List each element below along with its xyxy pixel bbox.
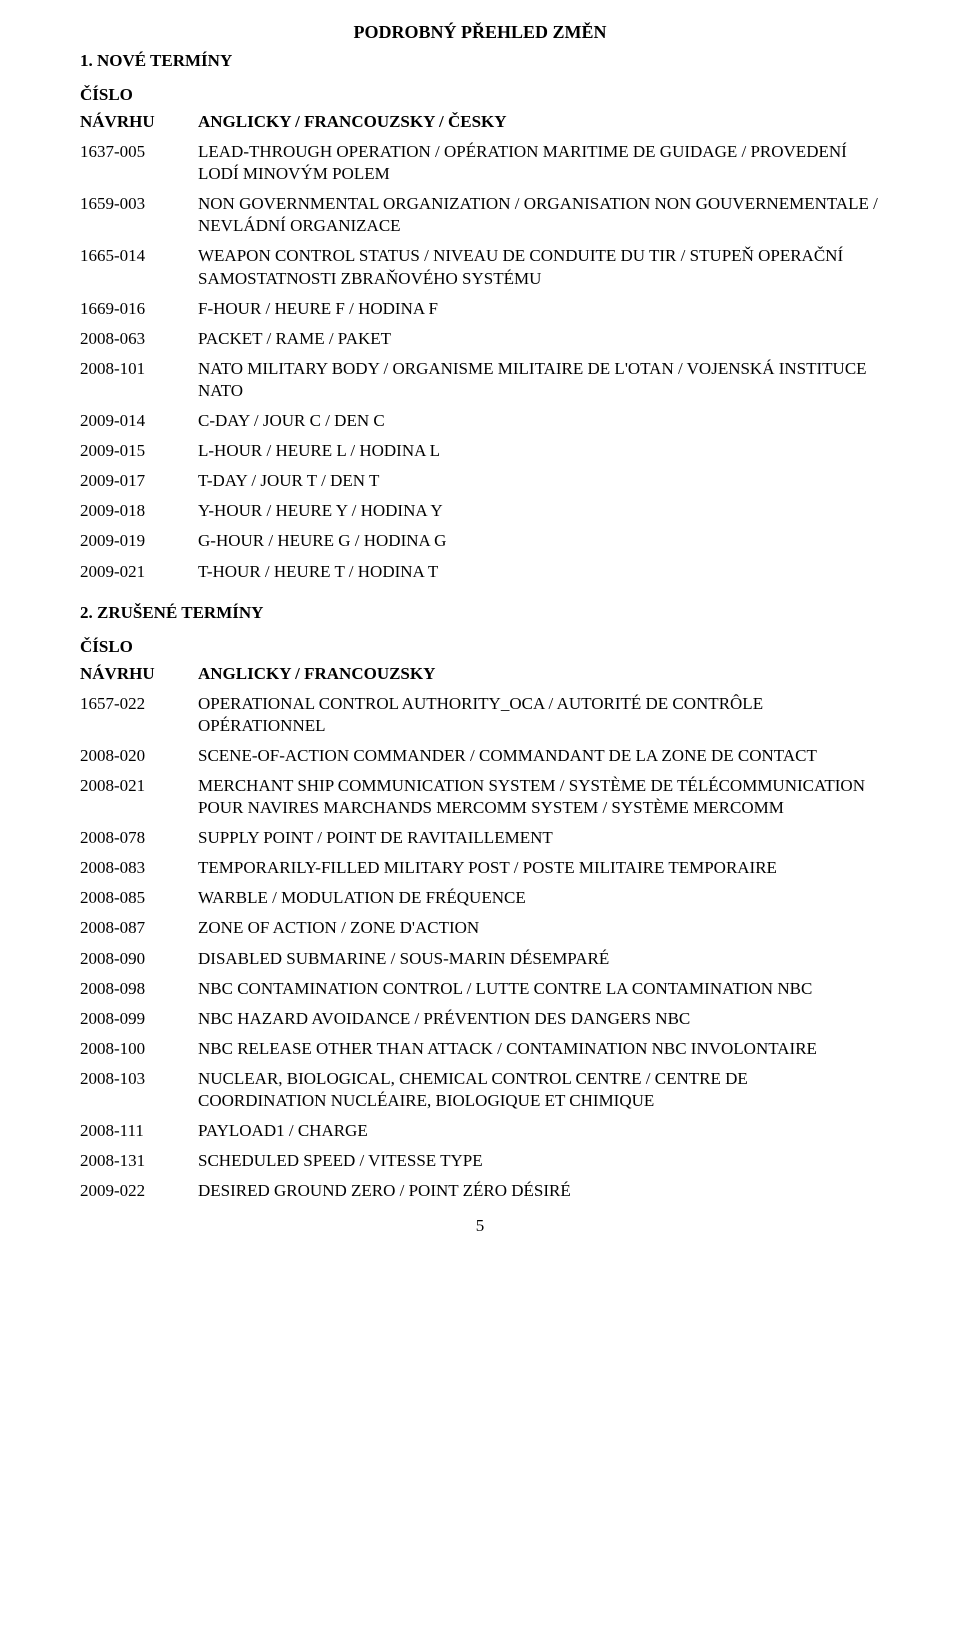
table-row: 2009-019G-HOUR / HEURE G / HODINA G <box>80 526 880 556</box>
section1-col-headers: ČÍSLO NÁVRHU ANGLICKY / FRANCOUZSKY / ČE… <box>80 85 880 137</box>
table-row: 2009-017T-DAY / JOUR T / DEN T <box>80 466 880 496</box>
row-desc: F-HOUR / HEURE F / HODINA F <box>198 294 880 324</box>
row-desc: T-DAY / JOUR T / DEN T <box>198 466 880 496</box>
row-id: 2008-063 <box>80 324 198 354</box>
col-id-label-line2: NÁVRHU <box>80 107 198 137</box>
table-row: 2008-098NBC CONTAMINATION CONTROL / LUTT… <box>80 974 880 1004</box>
table-row: 2008-083TEMPORARILY-FILLED MILITARY POST… <box>80 853 880 883</box>
col-id-label-line2: NÁVRHU <box>80 659 198 689</box>
table-row: 1659-003NON GOVERNMENTAL ORGANIZATION / … <box>80 189 880 241</box>
section1-table: 1637-005LEAD-THROUGH OPERATION / OPÉRATI… <box>80 137 880 587</box>
section1-heading: 1. NOVÉ TERMÍNY <box>80 51 880 71</box>
row-id: 2009-015 <box>80 436 198 466</box>
row-id: 2008-131 <box>80 1146 198 1176</box>
row-id: 1665-014 <box>80 241 198 293</box>
row-desc: NBC RELEASE OTHER THAN ATTACK / CONTAMIN… <box>198 1034 880 1064</box>
col-id-label-line1: ČÍSLO <box>80 637 880 657</box>
row-id: 2008-087 <box>80 913 198 943</box>
row-id: 2008-098 <box>80 974 198 1004</box>
col-desc-label: ANGLICKY / FRANCOUZSKY <box>198 659 880 689</box>
row-desc: NBC CONTAMINATION CONTROL / LUTTE CONTRE… <box>198 974 880 1004</box>
section2-col-headers: ČÍSLO NÁVRHU ANGLICKY / FRANCOUZSKY <box>80 637 880 689</box>
table-row: 2008-078SUPPLY POINT / POINT DE RAVITAIL… <box>80 823 880 853</box>
table-row: 1669-016F-HOUR / HEURE F / HODINA F <box>80 294 880 324</box>
row-id: 1669-016 <box>80 294 198 324</box>
page: PODROBNÝ PŘEHLED ZMĚN 1. NOVÉ TERMÍNY ČÍ… <box>0 0 960 1266</box>
row-desc: Y-HOUR / HEURE Y / HODINA Y <box>198 496 880 526</box>
table-row: 2009-014C-DAY / JOUR C / DEN C <box>80 406 880 436</box>
row-id: 1657-022 <box>80 689 198 741</box>
row-id: 1659-003 <box>80 189 198 241</box>
row-desc: OPERATIONAL CONTROL AUTHORITY_OCA / AUTO… <box>198 689 880 741</box>
table-row: 2009-018Y-HOUR / HEURE Y / HODINA Y <box>80 496 880 526</box>
col-desc-label: ANGLICKY / FRANCOUZSKY / ČESKY <box>198 107 880 137</box>
row-desc: NUCLEAR, BIOLOGICAL, CHEMICAL CONTROL CE… <box>198 1064 880 1116</box>
table-row: 2009-015L-HOUR / HEURE L / HODINA L <box>80 436 880 466</box>
row-desc: WARBLE / MODULATION DE FRÉQUENCE <box>198 883 880 913</box>
row-id: 1637-005 <box>80 137 198 189</box>
row-id: 2008-085 <box>80 883 198 913</box>
table-row: 2008-021MERCHANT SHIP COMMUNICATION SYST… <box>80 771 880 823</box>
row-id: 2008-100 <box>80 1034 198 1064</box>
page-number: 5 <box>80 1216 880 1236</box>
row-desc: SCENE-OF-ACTION COMMANDER / COMMANDANT D… <box>198 741 880 771</box>
row-id: 2008-090 <box>80 944 198 974</box>
row-desc: DISABLED SUBMARINE / SOUS-MARIN DÉSEMPAR… <box>198 944 880 974</box>
table-row: 2008-101NATO MILITARY BODY / ORGANISME M… <box>80 354 880 406</box>
row-desc: LEAD-THROUGH OPERATION / OPÉRATION MARIT… <box>198 137 880 189</box>
row-id: 2008-101 <box>80 354 198 406</box>
row-id: 2009-014 <box>80 406 198 436</box>
table-row: 2009-021T-HOUR / HEURE T / HODINA T <box>80 557 880 587</box>
row-desc: ZONE OF ACTION / ZONE D'ACTION <box>198 913 880 943</box>
row-desc: DESIRED GROUND ZERO / POINT ZÉRO DÉSIRÉ <box>198 1176 880 1206</box>
row-desc: NON GOVERNMENTAL ORGANIZATION / ORGANISA… <box>198 189 880 241</box>
row-id: 2008-111 <box>80 1116 198 1146</box>
row-id: 2008-099 <box>80 1004 198 1034</box>
row-id: 2008-021 <box>80 771 198 823</box>
table-row: 2008-020SCENE-OF-ACTION COMMANDER / COMM… <box>80 741 880 771</box>
section2-heading: 2. ZRUŠENÉ TERMÍNY <box>80 603 880 623</box>
row-id: 2009-022 <box>80 1176 198 1206</box>
row-desc: SCHEDULED SPEED / VITESSE TYPE <box>198 1146 880 1176</box>
table-row: 2008-087ZONE OF ACTION / ZONE D'ACTION <box>80 913 880 943</box>
row-desc: NATO MILITARY BODY / ORGANISME MILITAIRE… <box>198 354 880 406</box>
table-row: 1657-022OPERATIONAL CONTROL AUTHORITY_OC… <box>80 689 880 741</box>
row-desc: PAYLOAD1 / CHARGE <box>198 1116 880 1146</box>
row-id: 2008-020 <box>80 741 198 771</box>
row-desc: SUPPLY POINT / POINT DE RAVITAILLEMENT <box>198 823 880 853</box>
row-desc: L-HOUR / HEURE L / HODINA L <box>198 436 880 466</box>
row-desc: PACKET / RAME / PAKET <box>198 324 880 354</box>
row-id: 2009-017 <box>80 466 198 496</box>
row-id: 2008-078 <box>80 823 198 853</box>
row-id: 2008-083 <box>80 853 198 883</box>
table-row: 1637-005LEAD-THROUGH OPERATION / OPÉRATI… <box>80 137 880 189</box>
table-row: 2008-090DISABLED SUBMARINE / SOUS-MARIN … <box>80 944 880 974</box>
row-desc: MERCHANT SHIP COMMUNICATION SYSTEM / SYS… <box>198 771 880 823</box>
table-row: 2008-111PAYLOAD1 / CHARGE <box>80 1116 880 1146</box>
table-row: 2008-063PACKET / RAME / PAKET <box>80 324 880 354</box>
table-row: 2009-022DESIRED GROUND ZERO / POINT ZÉRO… <box>80 1176 880 1206</box>
row-id: 2009-021 <box>80 557 198 587</box>
table-row: 2008-085WARBLE / MODULATION DE FRÉQUENCE <box>80 883 880 913</box>
table-row: 2008-131SCHEDULED SPEED / VITESSE TYPE <box>80 1146 880 1176</box>
table-row: 2008-100NBC RELEASE OTHER THAN ATTACK / … <box>80 1034 880 1064</box>
row-desc: TEMPORARILY-FILLED MILITARY POST / POSTE… <box>198 853 880 883</box>
row-id: 2008-103 <box>80 1064 198 1116</box>
row-desc: T-HOUR / HEURE T / HODINA T <box>198 557 880 587</box>
row-id: 2009-018 <box>80 496 198 526</box>
table-row: 2008-103NUCLEAR, BIOLOGICAL, CHEMICAL CO… <box>80 1064 880 1116</box>
section2-table: 1657-022OPERATIONAL CONTROL AUTHORITY_OC… <box>80 689 880 1207</box>
row-desc: G-HOUR / HEURE G / HODINA G <box>198 526 880 556</box>
page-title: PODROBNÝ PŘEHLED ZMĚN <box>80 22 880 43</box>
row-desc: WEAPON CONTROL STATUS / NIVEAU DE CONDUI… <box>198 241 880 293</box>
row-desc: C-DAY / JOUR C / DEN C <box>198 406 880 436</box>
row-desc: NBC HAZARD AVOIDANCE / PRÉVENTION DES DA… <box>198 1004 880 1034</box>
col-id-label-line1: ČÍSLO <box>80 85 880 105</box>
table-row: 2008-099NBC HAZARD AVOIDANCE / PRÉVENTIO… <box>80 1004 880 1034</box>
table-row: 1665-014WEAPON CONTROL STATUS / NIVEAU D… <box>80 241 880 293</box>
row-id: 2009-019 <box>80 526 198 556</box>
